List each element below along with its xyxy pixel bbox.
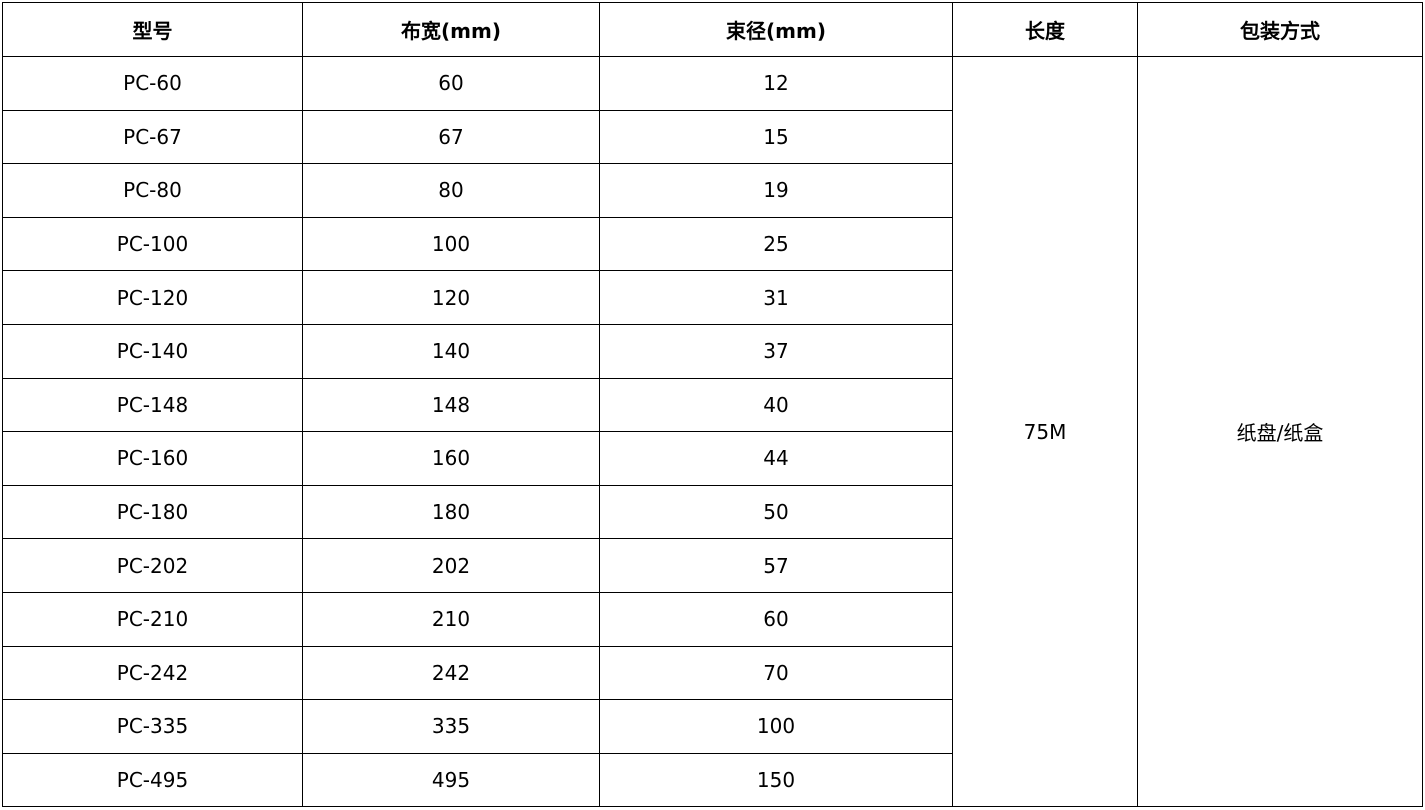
cell-bundle-diameter: 19 <box>599 163 953 218</box>
table-row: PC-242 242 70 <box>2 645 1423 701</box>
cell-width: 210 <box>302 591 600 647</box>
table-row: PC-140 140 37 <box>2 323 1423 379</box>
header-width: 布宽(mm) <box>302 2 600 57</box>
cell-bundle-diameter: 70 <box>599 645 953 701</box>
header-packaging: 包装方式 <box>1137 2 1423 57</box>
table-row: PC-180 180 50 <box>2 484 1423 540</box>
cell-width: 100 <box>302 216 600 272</box>
cell-bundle-diameter: 50 <box>599 484 953 540</box>
cell-width: 60 <box>302 56 600 111</box>
cell-bundle-diameter: 100 <box>599 699 953 754</box>
table-row: PC-60 60 12 75M 纸盘/纸盒 <box>2 55 1423 808</box>
cell-bundle-diameter: 12 <box>599 56 953 111</box>
cell-model: PC-495 <box>2 752 303 808</box>
cell-bundle-diameter: 44 <box>599 431 953 486</box>
table-row: PC-202 202 57 <box>2 538 1423 593</box>
cell-model: PC-80 <box>2 163 303 218</box>
cell-bundle-diameter: 150 <box>599 752 953 808</box>
cell-width: 148 <box>302 377 600 433</box>
table-row: PC-148 148 40 <box>2 377 1423 433</box>
header-bundle-diameter: 束径(mm) <box>599 2 953 57</box>
cell-width: 140 <box>302 323 600 379</box>
cell-length: 75M <box>952 55 1138 808</box>
cell-model: PC-67 <box>2 109 303 165</box>
cell-model: PC-60 <box>2 56 303 111</box>
cell-width: 180 <box>302 484 600 540</box>
table-body: PC-60 60 12 75M 纸盘/纸盒 PC-67 67 15 PC-80 80 19 PC-10… <box>2 55 1423 808</box>
table-row: PC-495 495 150 <box>2 752 1423 808</box>
cell-model: PC-202 <box>2 538 303 593</box>
table-row: PC-67 67 15 <box>2 109 1423 165</box>
cell-width: 67 <box>302 109 600 165</box>
cell-width: 202 <box>302 538 600 593</box>
cell-width: 495 <box>302 752 600 808</box>
cell-bundle-diameter: 37 <box>599 323 953 379</box>
cell-bundle-diameter: 40 <box>599 377 953 433</box>
cell-bundle-diameter: 31 <box>599 270 953 325</box>
cell-bundle-diameter: 60 <box>599 591 953 647</box>
cell-model: PC-100 <box>2 216 303 272</box>
table-row: PC-335 335 100 <box>2 699 1423 754</box>
header-model: 型号 <box>2 2 303 57</box>
cell-bundle-diameter: 25 <box>599 216 953 272</box>
header-length: 长度 <box>952 2 1138 57</box>
cell-bundle-diameter: 57 <box>599 538 953 593</box>
cell-width: 242 <box>302 645 600 701</box>
cell-model: PC-140 <box>2 323 303 379</box>
cell-model: PC-148 <box>2 377 303 433</box>
table-row: PC-120 120 31 <box>2 270 1423 325</box>
cell-width: 160 <box>302 431 600 486</box>
cell-packaging: 纸盘/纸盒 <box>1137 55 1423 808</box>
cell-model: PC-180 <box>2 484 303 540</box>
cell-bundle-diameter: 15 <box>599 109 953 165</box>
cell-model: PC-242 <box>2 645 303 701</box>
cell-model: PC-335 <box>2 699 303 754</box>
header-row: 型号 布宽(mm) 束径(mm) 长度 包装方式 <box>2 2 1423 57</box>
cell-width: 80 <box>302 163 600 218</box>
cell-width: 335 <box>302 699 600 754</box>
cell-model: PC-120 <box>2 270 303 325</box>
cell-model: PC-210 <box>2 591 303 647</box>
table-row: PC-160 160 44 <box>2 431 1423 486</box>
cell-model: PC-160 <box>2 431 303 486</box>
cell-width: 120 <box>302 270 600 325</box>
